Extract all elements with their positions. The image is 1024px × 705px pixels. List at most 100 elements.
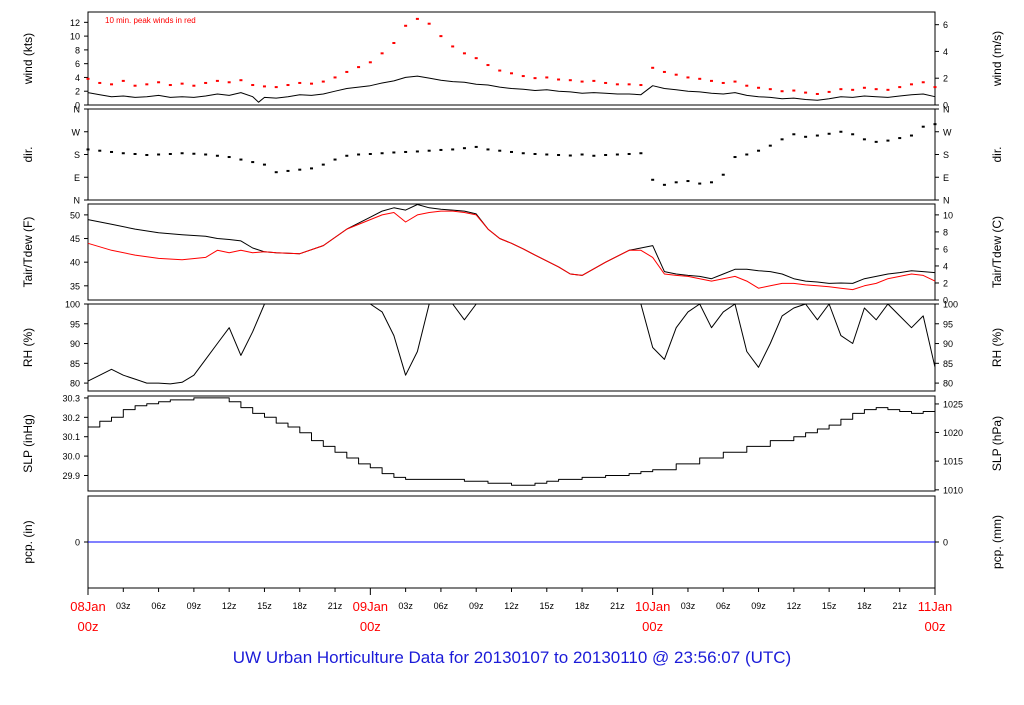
data-point xyxy=(792,89,796,92)
data-point xyxy=(133,84,137,87)
y-tick-label-right: 6 xyxy=(943,20,948,30)
data-point xyxy=(886,88,890,91)
y-tick-label-right: 6 xyxy=(943,244,948,254)
y-axis-title-left: RH (%) xyxy=(21,328,35,367)
y-tick-label-left: 10 xyxy=(70,32,80,42)
y-axis-title-left: wind (kts) xyxy=(21,33,35,85)
y-tick-label-left: 8 xyxy=(75,45,80,55)
data-point xyxy=(345,70,349,73)
y-tick-label-left: 2 xyxy=(75,87,80,97)
panel-annotation: 10 min. peak winds in red xyxy=(105,16,196,25)
data-point xyxy=(533,77,537,80)
y-axis-title-right: SLP (hPa) xyxy=(990,416,1004,471)
data-point xyxy=(215,79,219,82)
x-tick-label-minor: 21z xyxy=(610,601,625,611)
data-point xyxy=(580,153,584,156)
data-point xyxy=(804,135,808,138)
panel-frame xyxy=(87,108,936,201)
data-point xyxy=(145,154,149,157)
data-point xyxy=(298,168,302,171)
data-point xyxy=(298,81,302,84)
data-point xyxy=(262,85,266,88)
data-point xyxy=(545,76,549,79)
data-point xyxy=(815,134,819,137)
panel-frame xyxy=(87,395,936,492)
data-point xyxy=(874,140,878,143)
x-tick-label-hour: 00z xyxy=(925,619,946,634)
data-point xyxy=(698,182,702,185)
y-tick-label-left: N xyxy=(74,105,81,115)
series-line xyxy=(87,210,936,291)
data-point xyxy=(404,150,408,153)
data-point xyxy=(674,181,678,184)
y-tick-label-left: 95 xyxy=(70,319,80,329)
data-point xyxy=(145,83,149,86)
x-tick-label-minor: 18z xyxy=(292,601,307,611)
data-point xyxy=(486,64,490,67)
data-point xyxy=(368,61,372,64)
data-point xyxy=(862,86,866,89)
y-tick-label-left: 4 xyxy=(75,73,80,83)
data-point xyxy=(639,84,643,87)
y-tick-label-right: N xyxy=(943,196,950,206)
data-point xyxy=(110,150,114,153)
x-tick-label-day: 10Jan xyxy=(635,599,670,614)
data-point xyxy=(804,91,808,94)
data-point xyxy=(110,83,114,86)
data-point xyxy=(98,81,102,84)
x-tick-label-minor: 06z xyxy=(434,601,449,611)
data-point xyxy=(921,125,925,128)
y-tick-label-right: 1020 xyxy=(943,428,963,438)
y-tick-label-right: 1010 xyxy=(943,485,963,495)
x-tick-label-minor: 03z xyxy=(681,601,696,611)
x-tick-label-minor: 18z xyxy=(857,601,872,611)
data-point xyxy=(415,17,419,20)
data-point xyxy=(251,84,255,87)
data-point xyxy=(921,81,925,84)
data-point xyxy=(592,79,596,82)
y-axis-title-right: wind (m/s) xyxy=(990,31,1004,87)
y-tick-label-left: 0 xyxy=(75,538,80,548)
panel-2: 35 40 45 50 0 2 4 6 8 10 Tair/Tdew (F) Tair/Tdew (C… xyxy=(21,203,1004,306)
y-tick-label-left: 40 xyxy=(70,258,80,268)
y-tick-label-right: 0 xyxy=(943,296,948,306)
series-line xyxy=(87,75,936,103)
data-point xyxy=(474,57,478,60)
data-point xyxy=(510,72,513,75)
y-tick-label-left: 30.3 xyxy=(62,393,80,403)
data-point xyxy=(368,152,372,155)
panel-5: 0 0 pcp. (in) pcp. (mm) xyxy=(21,495,1004,589)
y-tick-label-right: 90 xyxy=(943,339,953,349)
y-tick-label-right: 100 xyxy=(943,300,958,310)
data-point xyxy=(345,154,349,157)
data-point xyxy=(415,150,419,153)
y-tick-label-left: 90 xyxy=(70,339,80,349)
x-tick-label-minor: 03z xyxy=(116,601,131,611)
y-tick-label-right: S xyxy=(943,150,949,160)
y-tick-label-left: 85 xyxy=(70,359,80,369)
data-point xyxy=(86,148,90,151)
data-point xyxy=(733,156,737,159)
data-point xyxy=(357,153,361,156)
data-point xyxy=(157,153,161,156)
y-tick-label-right: 85 xyxy=(943,359,953,369)
data-point xyxy=(204,81,208,84)
panel-frame xyxy=(87,11,936,106)
y-tick-label-right: 4 xyxy=(943,47,948,57)
y-tick-label-left: 6 xyxy=(75,59,80,69)
panel-frame xyxy=(87,203,936,301)
data-point xyxy=(427,22,431,25)
data-point xyxy=(851,88,855,91)
data-point xyxy=(121,152,125,155)
data-point xyxy=(239,158,243,161)
x-tick-label-minor: 06z xyxy=(151,601,166,611)
y-axis-title-right: dir. xyxy=(990,146,1004,162)
data-point xyxy=(521,75,525,78)
data-point xyxy=(533,152,537,155)
data-point xyxy=(604,154,608,157)
data-point xyxy=(839,88,843,91)
data-point xyxy=(615,83,619,86)
data-point xyxy=(604,81,608,84)
data-point xyxy=(862,138,866,141)
data-point xyxy=(133,152,137,155)
